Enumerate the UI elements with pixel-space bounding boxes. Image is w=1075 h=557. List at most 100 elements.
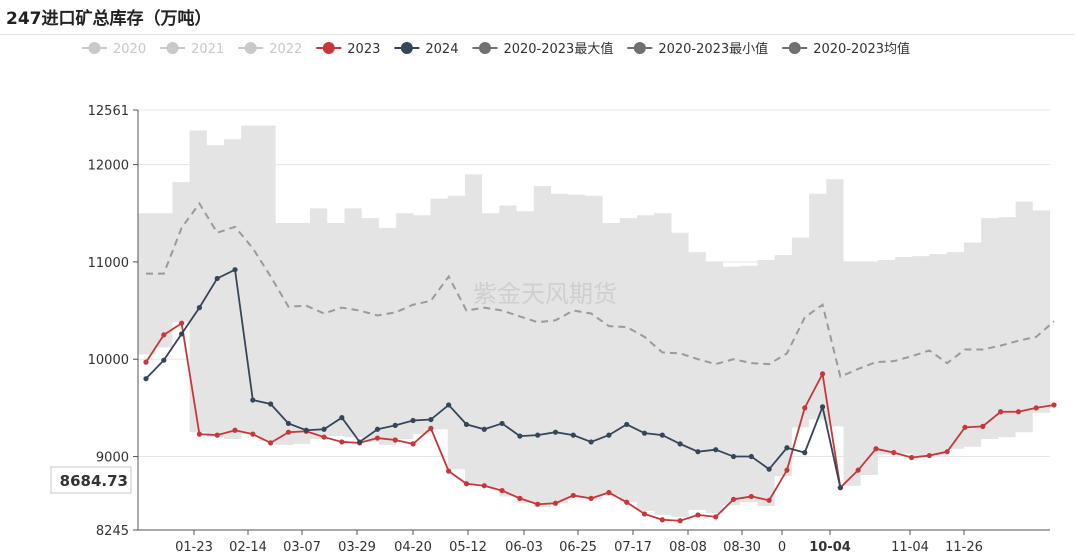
series-point bbox=[179, 320, 185, 326]
series-point bbox=[303, 427, 309, 433]
series-point bbox=[161, 357, 167, 363]
legend-item-1[interactable]: 2021 bbox=[160, 42, 224, 57]
x-tick-label: 08-08 bbox=[669, 540, 707, 555]
series-point bbox=[677, 441, 683, 447]
series-point bbox=[748, 493, 754, 500]
series-point bbox=[641, 511, 648, 517]
watermark: 紫金天风期货 bbox=[473, 280, 617, 308]
band-area bbox=[138, 125, 1050, 517]
chart-title: 247进口矿总库存（万吨） bbox=[6, 9, 212, 29]
legend-item-4[interactable]: 2024 bbox=[394, 42, 458, 57]
legend-item-3[interactable]: 2023 bbox=[316, 42, 380, 57]
series-point bbox=[944, 449, 950, 455]
series-point bbox=[179, 331, 185, 337]
legend-marker-dot bbox=[400, 42, 413, 54]
y-tick-label: 12000 bbox=[88, 159, 129, 174]
series-point bbox=[410, 441, 416, 447]
legend-item-7[interactable]: 2020-2023均值 bbox=[782, 41, 910, 57]
legend-item-6[interactable]: 2020-2023最小值 bbox=[627, 41, 768, 57]
series-point bbox=[285, 429, 292, 435]
series-point bbox=[677, 518, 683, 524]
series-point bbox=[802, 450, 808, 456]
series-point bbox=[517, 495, 523, 501]
series-point bbox=[499, 487, 505, 494]
series-point bbox=[285, 420, 292, 427]
series-point bbox=[1033, 405, 1039, 411]
series-point bbox=[926, 452, 932, 459]
series-point bbox=[819, 371, 826, 377]
chart-legend: 2020 2021 2022 2023 2024 2020-2023最大值 2020-202… bbox=[82, 41, 910, 57]
legend-label: 2023 bbox=[347, 42, 380, 57]
series-point bbox=[214, 432, 220, 438]
series-point bbox=[837, 485, 843, 491]
series-point bbox=[730, 453, 737, 460]
x-tick-label: 07-17 bbox=[614, 540, 652, 555]
series-point bbox=[339, 439, 345, 445]
series-point bbox=[268, 401, 274, 407]
series-point bbox=[802, 405, 808, 411]
legend-item-2[interactable]: 2022 bbox=[238, 42, 302, 57]
x-tick-label: 11-26 bbox=[945, 540, 983, 555]
series-point bbox=[552, 500, 559, 506]
series-point bbox=[606, 432, 612, 438]
series-point bbox=[766, 466, 772, 472]
series-point bbox=[374, 426, 381, 432]
series-point bbox=[250, 431, 256, 437]
series-point bbox=[410, 417, 416, 424]
series-lines bbox=[143, 201, 1057, 524]
legend-label: 2020-2023均值 bbox=[813, 41, 910, 57]
x-tick-label: 02-14 bbox=[229, 540, 267, 555]
legend-item-0[interactable]: 2020 bbox=[82, 42, 146, 57]
series-point bbox=[997, 409, 1004, 415]
legend-marker-dot bbox=[478, 42, 491, 54]
series-point bbox=[143, 376, 149, 382]
series-point bbox=[713, 447, 719, 453]
x-tick-label: 0 bbox=[778, 540, 786, 555]
series-point bbox=[695, 512, 701, 518]
series-point bbox=[463, 481, 470, 487]
series-point bbox=[908, 454, 915, 461]
series-point bbox=[766, 497, 772, 503]
series-point bbox=[659, 432, 665, 438]
legend-label: 2020-2023最大值 bbox=[503, 41, 613, 57]
series-point bbox=[819, 404, 826, 410]
x-tick-label: 03-29 bbox=[338, 540, 376, 555]
x-tick-label: 06-03 bbox=[505, 540, 543, 555]
y-tick-label: 11000 bbox=[88, 256, 129, 271]
series-point bbox=[980, 423, 986, 429]
axis-pointer-label: 8684.73 bbox=[60, 472, 128, 490]
x-tick-label: 11-04 bbox=[891, 540, 929, 555]
series-point bbox=[624, 499, 630, 505]
series-point bbox=[499, 420, 505, 427]
series-point bbox=[730, 496, 737, 502]
series-2020-2023均值 bbox=[146, 201, 1055, 379]
series-point bbox=[552, 429, 559, 435]
series-point bbox=[143, 359, 149, 365]
series-point bbox=[214, 275, 220, 282]
legend-item-5[interactable]: 2020-2023最大值 bbox=[472, 41, 613, 57]
series-point bbox=[570, 432, 576, 438]
y-tick-label: 9000 bbox=[96, 451, 129, 466]
legend-marker-dot bbox=[166, 42, 179, 54]
legend-marker-dot bbox=[322, 42, 335, 54]
y-tick-label: 10000 bbox=[88, 353, 129, 368]
series-line bbox=[146, 201, 1055, 379]
series-point bbox=[588, 439, 594, 445]
legend-label: 2020-2023最小值 bbox=[658, 41, 768, 57]
x-tick-label: 01-23 bbox=[175, 540, 213, 555]
series-point bbox=[1015, 409, 1021, 415]
series-point bbox=[392, 437, 398, 443]
series-point bbox=[659, 517, 665, 523]
series-point bbox=[748, 453, 754, 460]
series-line bbox=[145, 268, 842, 488]
x-tick-label: 05-12 bbox=[449, 540, 487, 555]
series-point bbox=[588, 495, 594, 501]
series-point bbox=[339, 415, 345, 421]
series-point bbox=[855, 467, 861, 473]
series-point bbox=[446, 402, 452, 408]
axis-pointer-box bbox=[50, 466, 132, 494]
series-line bbox=[145, 321, 1055, 522]
legend-marker-dot bbox=[633, 42, 646, 54]
axis-pointer: 8684.73 bbox=[50, 466, 132, 494]
series-point bbox=[784, 467, 790, 473]
